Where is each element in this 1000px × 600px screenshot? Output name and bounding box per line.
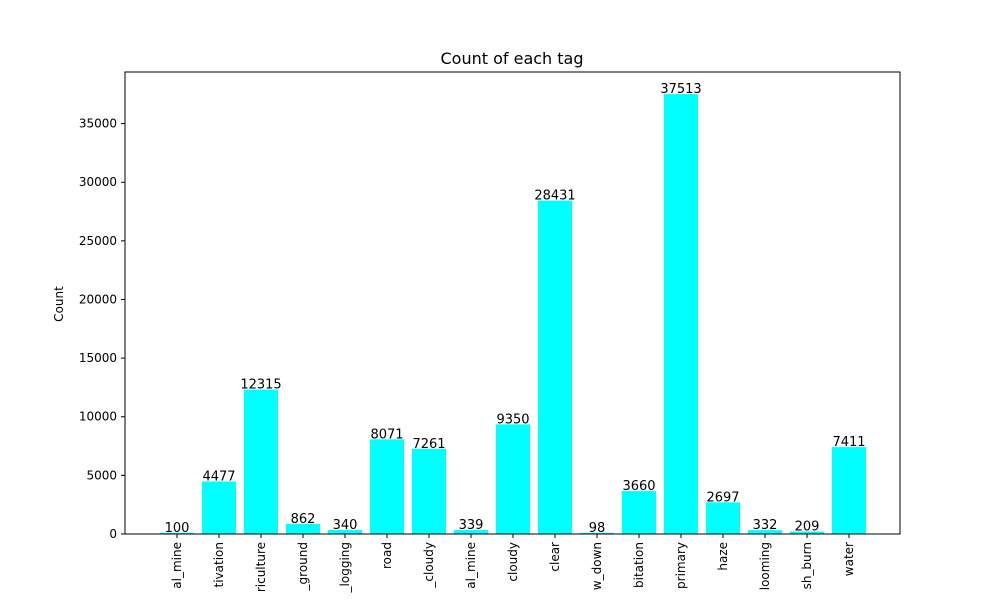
x-tick-label: _cloudy bbox=[422, 542, 436, 589]
x-tick-label: water bbox=[842, 542, 856, 576]
bar bbox=[202, 481, 236, 534]
bar bbox=[286, 523, 320, 534]
bar-value-label: 339 bbox=[459, 518, 484, 533]
x-axis: al_mine tivation riculture _ground _logging r… bbox=[170, 534, 856, 593]
bar bbox=[706, 502, 740, 534]
bar bbox=[496, 424, 530, 534]
y-tick-label: 30000 bbox=[79, 175, 117, 189]
x-tick-label: al_mine bbox=[464, 542, 478, 589]
bar-value-label: 100 bbox=[165, 521, 190, 536]
x-tick-label: riculture bbox=[254, 542, 268, 592]
bar-value-label: 7411 bbox=[832, 435, 865, 450]
bar-value-label: 862 bbox=[291, 512, 316, 527]
y-tick-label: 25000 bbox=[79, 234, 117, 248]
bar-value-label: 3660 bbox=[622, 479, 655, 494]
x-tick-label: clear bbox=[548, 542, 562, 572]
bar bbox=[160, 532, 194, 534]
bar bbox=[622, 491, 656, 534]
bar-value-label: 332 bbox=[753, 518, 778, 533]
y-tick-label: 5000 bbox=[86, 468, 117, 482]
y-tick-label: 20000 bbox=[79, 292, 117, 306]
bar-value-label: 9350 bbox=[496, 412, 529, 427]
bar bbox=[454, 530, 488, 534]
bar-value-label: 2697 bbox=[706, 490, 739, 505]
bar-value-label: 209 bbox=[795, 520, 820, 535]
y-axis: 0 5000 10000 15000 20000 25000 30000 35000 bbox=[79, 117, 125, 541]
bar bbox=[328, 530, 362, 534]
x-tick-label: al_mine bbox=[170, 542, 184, 589]
bar bbox=[790, 531, 824, 534]
x-tick-label: road bbox=[380, 542, 394, 569]
bars-group: 100 4477 12315 862 340 8071 7261 339 9350 28431 98… bbox=[160, 82, 866, 536]
bar bbox=[580, 532, 614, 534]
y-tick-label: 15000 bbox=[79, 351, 117, 365]
bar-value-label: 8071 bbox=[370, 427, 403, 442]
bar bbox=[664, 94, 698, 534]
bar bbox=[538, 200, 572, 534]
bar-value-label: 340 bbox=[333, 518, 358, 533]
x-tick-label: bitation bbox=[632, 542, 646, 588]
y-tick-label: 35000 bbox=[79, 117, 117, 131]
x-tick-label: cloudy bbox=[506, 542, 520, 582]
chart-title: Count of each tag bbox=[440, 49, 583, 68]
x-tick-label: tivation bbox=[212, 542, 226, 587]
bar bbox=[748, 530, 782, 534]
bar-value-label: 4477 bbox=[202, 470, 235, 485]
x-tick-label: haze bbox=[716, 542, 730, 571]
x-tick-label: w_down bbox=[590, 542, 604, 590]
bar bbox=[370, 439, 404, 534]
bar-value-label: 12315 bbox=[240, 378, 281, 393]
bar bbox=[412, 448, 446, 534]
x-tick-label: primary bbox=[674, 542, 688, 589]
x-tick-label: sh_burn bbox=[800, 542, 814, 589]
bar-value-label: 28431 bbox=[534, 189, 575, 204]
y-axis-label: Count bbox=[52, 286, 66, 322]
bar-value-label: 7261 bbox=[412, 437, 445, 452]
y-tick-label: 10000 bbox=[79, 410, 117, 424]
bar-value-label: 98 bbox=[589, 521, 606, 536]
x-tick-label: _ground bbox=[296, 542, 310, 591]
x-tick-label: _logging bbox=[338, 542, 352, 593]
x-tick-label: looming bbox=[758, 542, 772, 590]
bar-value-label: 37513 bbox=[660, 82, 701, 97]
y-tick-label: 0 bbox=[109, 527, 117, 541]
plot-frame bbox=[124, 71, 901, 535]
bar bbox=[832, 447, 866, 534]
bar bbox=[244, 389, 278, 534]
